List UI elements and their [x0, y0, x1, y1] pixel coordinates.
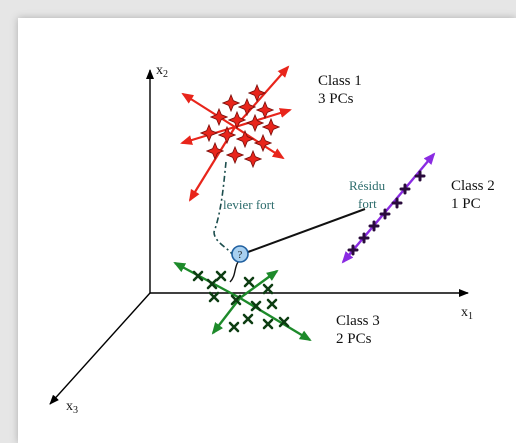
class-3-pcs: 2 PCs	[336, 331, 372, 347]
class-1-cluster	[180, 65, 292, 202]
class-2-pcs: 1 PC	[451, 196, 481, 212]
outlier-group: ?	[213, 161, 366, 283]
class-2-label: Class 2	[451, 178, 495, 194]
class-3-pc-arrow	[211, 297, 241, 335]
class-1-pcs: 3 PCs	[318, 91, 354, 107]
axes: x2 x1 x3	[49, 63, 473, 416]
class-1-pc-arrow	[181, 92, 236, 128]
class-1-pc-arrow	[234, 65, 290, 128]
class-3-pc-arrow	[239, 296, 312, 342]
class-1-label: Class 1	[318, 73, 362, 89]
x2-axis-label: x2	[156, 63, 168, 80]
outlier-symbol: ?	[238, 250, 243, 261]
levier-fort-label: levier fort	[223, 197, 275, 212]
x3-axis-label: x3	[66, 399, 78, 416]
class-2-cluster	[341, 152, 436, 264]
figure-panel	[18, 18, 516, 443]
class-1-pc-arrow	[234, 108, 292, 129]
class-3-cluster	[173, 261, 312, 342]
outlier-tail	[229, 261, 239, 283]
x3-axis	[49, 292, 151, 405]
outlier-point	[231, 245, 249, 263]
class-2-pc-arrow	[391, 152, 436, 205]
levier-connector	[213, 161, 233, 255]
x1-axis-label: x1	[461, 305, 473, 322]
residu-fort-label: fort	[358, 196, 377, 211]
residu-connector	[247, 208, 366, 253]
class-3-pc-arrow	[239, 269, 279, 299]
residu-label: Résidu	[349, 178, 386, 193]
class-3-label: Class 3	[336, 313, 380, 329]
